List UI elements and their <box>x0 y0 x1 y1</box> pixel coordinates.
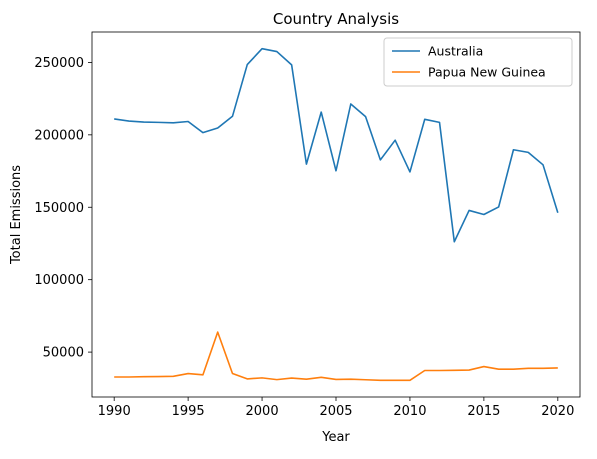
x-tick-label: 2005 <box>319 404 352 419</box>
legend-entry-label: Australia <box>428 44 483 59</box>
x-axis: 1990 1995 2000 2005 2010 2015 2020 <box>98 397 574 419</box>
y-axis: 50000 100000 150000 200000 250000 <box>34 56 92 361</box>
x-tick-label: 2020 <box>541 404 574 419</box>
plot-area-frame <box>91 31 581 398</box>
x-tick-label: 1995 <box>172 404 205 419</box>
y-tick-label: 100000 <box>34 273 84 288</box>
y-tick-label: 50000 <box>43 346 84 361</box>
series-line-papua-new-guinea <box>114 331 558 382</box>
x-axis-label: Year <box>321 430 350 445</box>
x-tick-label: 2000 <box>246 404 279 419</box>
y-tick-label: 250000 <box>34 56 84 71</box>
y-tick-label: 200000 <box>34 128 84 143</box>
x-tick-label: 2015 <box>467 404 500 419</box>
x-tick-label: 1990 <box>98 404 131 419</box>
legend: Australia Papua New Guinea <box>383 37 573 87</box>
legend-box <box>383 37 573 87</box>
y-axis-label: Total Emissions <box>9 165 24 265</box>
legend-entry-label: Papua New Guinea <box>428 65 546 80</box>
plot-lines <box>114 47 559 382</box>
x-tick-label: 2010 <box>393 404 426 419</box>
chart-title: Country Analysis <box>273 10 399 28</box>
y-tick-label: 150000 <box>34 201 84 216</box>
series-line-australia <box>114 47 559 243</box>
